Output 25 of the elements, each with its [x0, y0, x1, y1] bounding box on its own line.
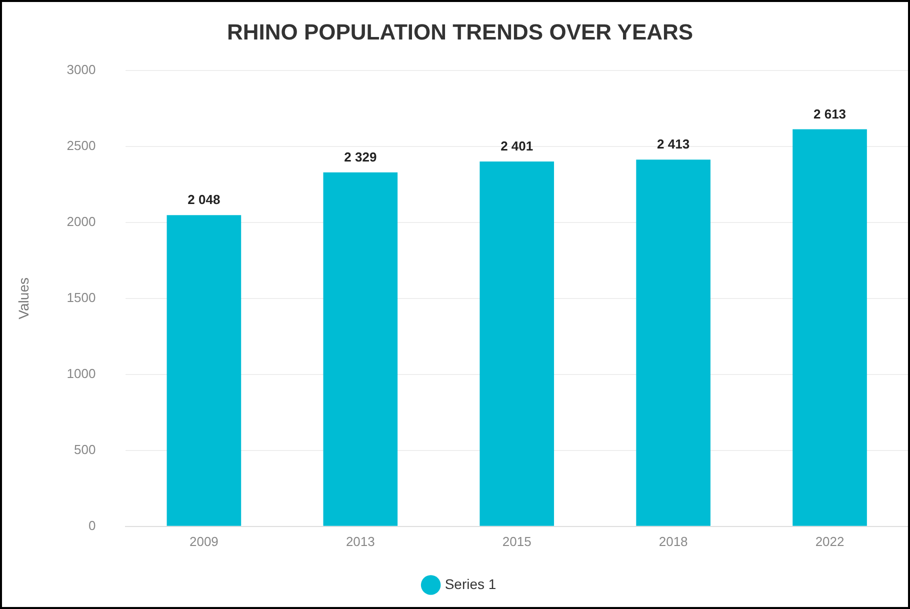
- chart-title: RHINO POPULATION TRENDS OVER YEARS: [226, 19, 694, 44]
- data-label: 2 413: [657, 136, 690, 152]
- data-label: 2 613: [814, 106, 846, 122]
- y-tick-label: 2500: [66, 138, 96, 153]
- data-label: 2 401: [500, 138, 534, 154]
- bar: [323, 172, 398, 526]
- bar: [792, 129, 867, 526]
- y-tick-label: 1000: [66, 366, 96, 381]
- y-tick-label: 0: [88, 518, 96, 533]
- bar: [636, 160, 710, 526]
- y-tick-label: 1500: [66, 290, 96, 305]
- bar: [480, 161, 554, 526]
- x-tick-label: 2009: [189, 534, 218, 549]
- y-tick-label: 500: [74, 442, 96, 457]
- data-label: 2 329: [344, 149, 377, 164]
- legend-label: Series 1: [444, 576, 496, 592]
- y-tick-label: 2000: [66, 214, 96, 229]
- y-axis-title: Values: [15, 278, 32, 320]
- x-tick-label: 2022: [815, 534, 844, 549]
- x-tick-label: 2015: [502, 534, 532, 549]
- x-tick-label: 2018: [658, 534, 688, 549]
- x-tick-label: 2013: [346, 534, 375, 549]
- bar: [166, 215, 242, 526]
- data-label: 2 048: [188, 192, 220, 208]
- y-tick-label: 3000: [66, 62, 96, 77]
